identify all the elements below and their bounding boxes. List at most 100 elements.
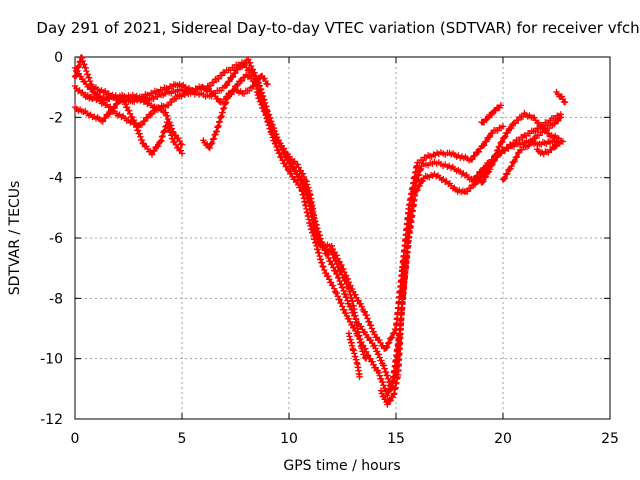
data-point xyxy=(322,266,325,270)
x-tick-label: 5 xyxy=(178,431,187,447)
data-point xyxy=(514,143,518,146)
data-point xyxy=(420,164,423,167)
data-point xyxy=(309,194,312,197)
data-point xyxy=(501,149,505,152)
data-point xyxy=(142,143,145,146)
y-tick-label: -8 xyxy=(49,291,63,307)
data-point xyxy=(488,167,492,170)
data-point xyxy=(347,288,351,291)
y-tick-label: -6 xyxy=(49,231,63,247)
data-point xyxy=(172,140,175,143)
data-point xyxy=(322,245,325,249)
data-point xyxy=(538,143,541,146)
data-point xyxy=(330,251,333,255)
data-point xyxy=(480,182,483,185)
data-point xyxy=(557,137,560,140)
data-point xyxy=(364,357,368,360)
data-point xyxy=(163,92,167,95)
data-point xyxy=(150,152,154,155)
data-point xyxy=(80,55,83,59)
data-point xyxy=(501,125,505,128)
data-point xyxy=(313,218,316,222)
data-point xyxy=(414,191,417,194)
data-point xyxy=(364,333,368,336)
data-point xyxy=(399,333,402,336)
data-point xyxy=(103,98,107,101)
data-point xyxy=(555,143,558,146)
data-point xyxy=(523,134,526,137)
data-point xyxy=(356,327,359,330)
data-point xyxy=(416,161,419,164)
data-point xyxy=(347,333,351,336)
data-point xyxy=(548,140,552,143)
data-point xyxy=(352,348,355,351)
data-point xyxy=(352,303,355,306)
data-point xyxy=(486,116,490,119)
data-point xyxy=(366,354,370,357)
data-point xyxy=(540,125,543,128)
data-point xyxy=(503,134,507,137)
data-point xyxy=(536,149,539,152)
data-point xyxy=(73,85,77,89)
data-point xyxy=(129,101,132,104)
data-point xyxy=(208,88,212,92)
data-point xyxy=(234,88,237,92)
data-series xyxy=(71,54,569,408)
series-track-12 xyxy=(534,137,567,158)
data-point xyxy=(345,315,348,318)
data-point xyxy=(360,348,363,351)
data-point xyxy=(300,188,304,191)
data-point xyxy=(527,143,530,146)
data-point xyxy=(82,79,85,83)
series-track-14 xyxy=(377,255,408,408)
data-point xyxy=(255,92,259,95)
data-point xyxy=(548,134,552,137)
x-tick-label: 10 xyxy=(280,431,298,447)
data-point xyxy=(555,92,558,95)
data-point xyxy=(394,327,398,330)
chart-title: Day 291 of 2021, Sidereal Day-to-day VTE… xyxy=(36,19,639,37)
y-axis-label: SDTVAR / TECUs xyxy=(7,181,23,296)
y-tick-label: 0 xyxy=(54,50,63,66)
data-point xyxy=(163,110,167,113)
data-point xyxy=(493,110,496,113)
series-track-4 xyxy=(71,64,186,158)
series-track-11 xyxy=(478,102,505,126)
data-point xyxy=(236,67,239,71)
data-point xyxy=(473,182,477,185)
data-point xyxy=(172,131,175,134)
data-point xyxy=(73,67,77,71)
data-point xyxy=(433,173,436,176)
data-point xyxy=(279,143,282,146)
data-point xyxy=(339,269,342,273)
data-point xyxy=(219,101,222,104)
data-point xyxy=(396,372,400,375)
series-track-10 xyxy=(499,114,564,183)
data-point xyxy=(403,257,406,261)
data-point xyxy=(381,363,385,366)
data-point xyxy=(105,92,109,95)
data-point xyxy=(73,76,77,80)
data-point xyxy=(512,122,515,125)
data-point xyxy=(491,131,494,134)
data-point xyxy=(518,149,522,152)
series-track-13 xyxy=(553,88,569,106)
data-point xyxy=(437,152,440,155)
data-point xyxy=(296,164,299,167)
data-point xyxy=(358,375,361,378)
axis-ticks: 0 5 10 15 20 25 0 -2 -4 -6 -8 -10 -12 xyxy=(40,50,619,447)
data-point xyxy=(236,82,239,86)
data-point xyxy=(155,107,158,110)
x-tick-label: 25 xyxy=(601,431,619,447)
data-point xyxy=(264,113,267,116)
data-point xyxy=(563,101,567,104)
data-point xyxy=(165,104,169,107)
series-track-9 xyxy=(478,109,562,186)
data-point xyxy=(287,155,291,158)
data-point xyxy=(559,116,562,119)
data-point xyxy=(373,333,376,336)
data-point xyxy=(536,134,539,137)
data-point xyxy=(544,128,547,131)
data-point xyxy=(553,122,556,125)
data-point xyxy=(422,176,426,179)
